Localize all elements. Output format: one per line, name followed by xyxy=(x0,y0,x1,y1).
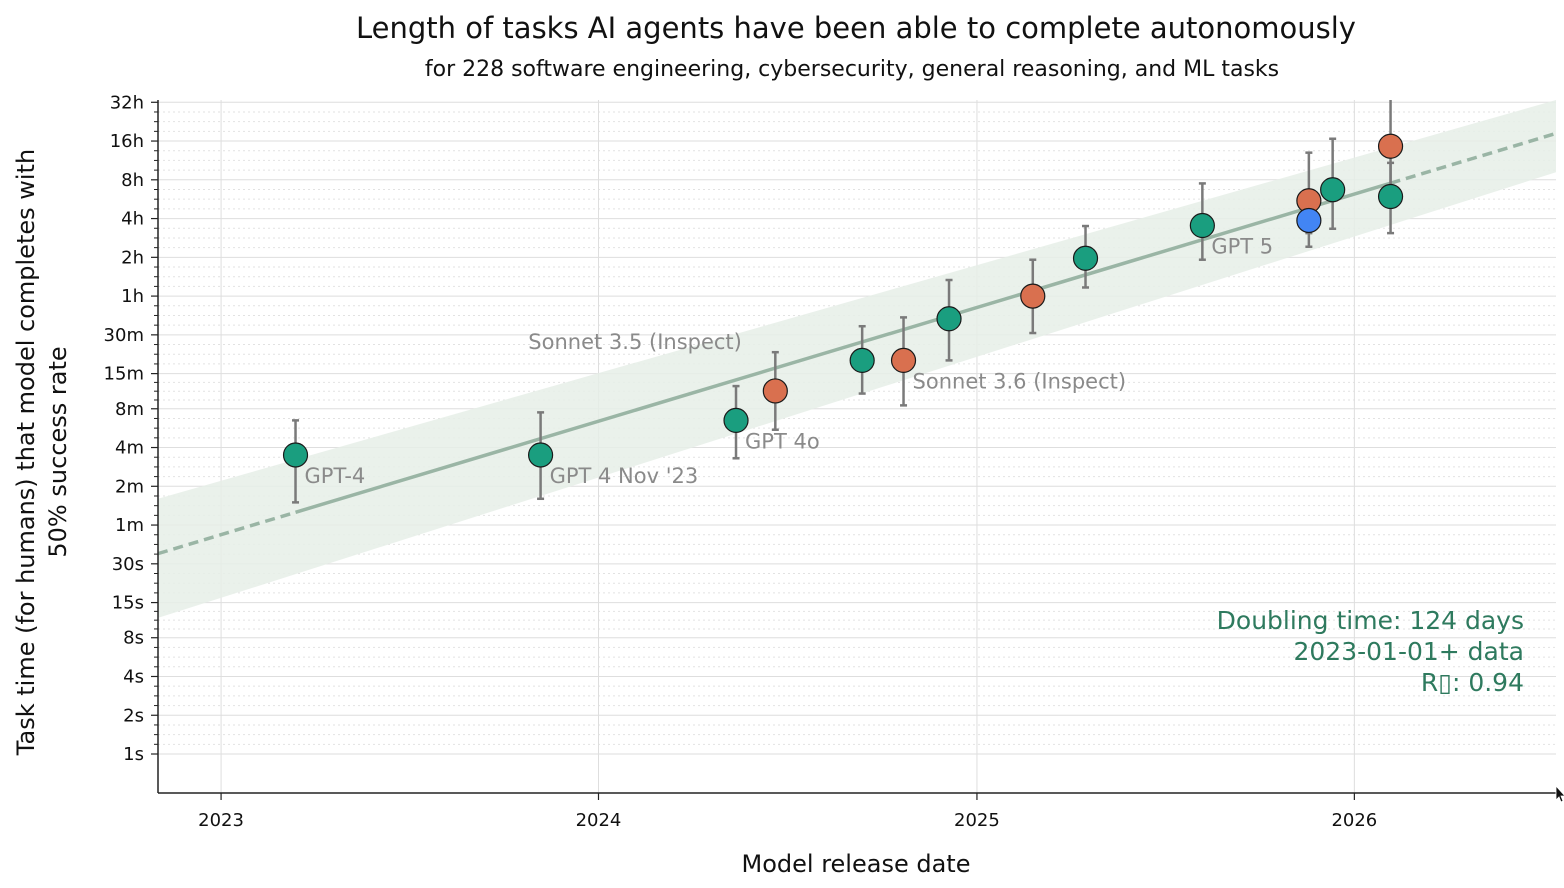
x-axis-title: Model release date xyxy=(742,850,971,878)
r-squared-annotation: R▯: 0.94 xyxy=(1421,668,1524,697)
data-point xyxy=(762,378,788,404)
x-tick-label: 2023 xyxy=(198,810,244,831)
data-point xyxy=(1189,212,1215,239)
trend-line-extrapolated xyxy=(1390,131,1557,185)
doubling-time-annotation: Doubling time: 124 days xyxy=(1217,606,1524,635)
y-tick-label: 32h xyxy=(110,92,144,113)
y-tick-label: 8m xyxy=(115,399,144,420)
data-point xyxy=(723,407,749,433)
y-tick-label: 15s xyxy=(112,593,144,614)
y-axis-title-line2: 50% success rate xyxy=(44,346,72,557)
data-point xyxy=(1320,177,1346,203)
y-tick-label: 4s xyxy=(123,666,144,687)
point-label: GPT 5 xyxy=(1211,235,1273,259)
data-point xyxy=(849,347,875,373)
x-tick-label: 2025 xyxy=(954,810,1000,831)
y-tick-label: 30m xyxy=(104,325,144,346)
y-tick-label: 1s xyxy=(123,744,144,765)
y-tick-label: 2h xyxy=(121,247,144,268)
y-tick-label: 4h xyxy=(121,209,144,230)
point-label: GPT 4 Nov '23 xyxy=(550,464,699,488)
y-axis-title-line1: Task time (for humans) that model comple… xyxy=(12,149,40,756)
data-point xyxy=(936,306,962,332)
chart-subtitle: for 228 software engineering, cybersecur… xyxy=(425,57,1279,82)
y-tick-label: 2m xyxy=(115,476,144,497)
x-tick-label: 2024 xyxy=(576,810,622,831)
data-point xyxy=(1377,133,1404,159)
chart-title: Length of tasks AI agents have been able… xyxy=(356,11,1356,45)
point-label: GPT 4o xyxy=(745,429,820,453)
y-tick-label: 15m xyxy=(104,364,144,385)
data-point xyxy=(1377,183,1404,210)
trend-line-extrapolated xyxy=(157,510,297,556)
y-tick-label: 8h xyxy=(121,170,144,191)
y-tick-label: 1h xyxy=(121,286,144,307)
y-tick-label: 8s xyxy=(123,628,144,649)
x-tick-label: 2026 xyxy=(1331,810,1377,831)
trend-line xyxy=(157,131,1557,556)
data-point xyxy=(1072,245,1099,271)
data-point xyxy=(282,442,309,468)
trend-line-fit xyxy=(295,181,1392,514)
data-range-annotation: 2023-01-01+ data xyxy=(1294,637,1525,666)
y-tick-label: 4m xyxy=(115,438,144,459)
point-labels: GPT-4 GPT 4 Nov '23 GPT 4o Sonnet 3.5 (Insp… xyxy=(305,235,1274,488)
data-point xyxy=(1020,283,1046,309)
data-points xyxy=(282,133,1404,468)
point-label: Sonnet 3.5 (Inspect) xyxy=(528,330,742,354)
axes: 1s 2s 4s 8s 15s 30s 1m 2m 4m 8m 15m 30m 1h 2h 4h 8h 16h 3… xyxy=(104,92,1556,831)
data-point xyxy=(1296,207,1322,234)
y-tick-label: 1m xyxy=(115,515,144,536)
point-label: GPT-4 xyxy=(305,464,366,488)
point-label: Sonnet 3.6 (Inspect) xyxy=(913,369,1127,393)
y-tick-label: 30s xyxy=(112,554,144,575)
mouse-cursor-icon xyxy=(1555,784,1564,803)
y-tick-label: 2s xyxy=(123,705,144,726)
data-point xyxy=(890,347,917,373)
y-tick-label: 16h xyxy=(110,131,144,152)
data-point xyxy=(527,442,554,468)
